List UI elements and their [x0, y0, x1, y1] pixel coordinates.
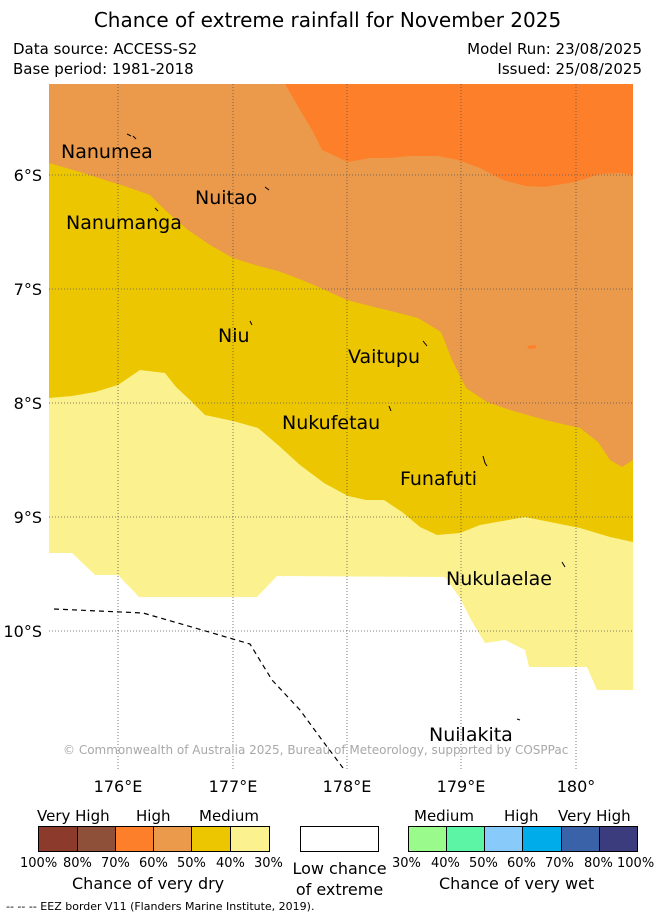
medium-high-dry-zone	[49, 84, 633, 467]
dry-pct-80: 80%	[63, 856, 92, 871]
dry-pct-70: 70%	[101, 856, 130, 871]
wet-pct-40: 40%	[431, 856, 460, 871]
wet-legend-caption: Chance of very wet	[439, 874, 595, 893]
lon-label-179e: 179°E	[437, 777, 486, 796]
eez-border	[53, 608, 344, 769]
dry-legend-medium: Medium	[199, 807, 259, 825]
rainfall-map: 6°S 7°S 8°S 9°S 10°S 176°E 177°E 178°E 1…	[3, 84, 633, 796]
wet-pct-30: 30%	[392, 856, 421, 871]
lat-label-7s: 7°S	[14, 280, 42, 299]
dry-pct-30: 30%	[254, 856, 283, 871]
dry-swatch-80-100	[38, 826, 78, 852]
wet-pct-70: 70%	[545, 856, 574, 871]
isolated-high-dry-spot	[527, 345, 537, 349]
lon-label-177e: 177°E	[209, 777, 258, 796]
wet-legend-medium: Medium	[414, 807, 474, 825]
dry-swatch-30-40	[230, 826, 270, 852]
place-label-nuitao: Nuitao	[195, 187, 257, 209]
wet-legend-high: High	[504, 807, 539, 825]
low-chance-swatch	[300, 826, 379, 852]
wet-swatch-70-80	[561, 826, 600, 852]
wet-pct-100: 100%	[617, 856, 655, 871]
wet-pct-80: 80%	[584, 856, 613, 871]
place-label-vaitupu: Vaitupu	[348, 346, 420, 368]
map-title: Chance of extreme rainfall for November …	[93, 8, 562, 32]
island-outlines	[126, 133, 566, 721]
place-label-funafuti: Funafuti	[400, 468, 477, 490]
dry-legend-high: High	[136, 807, 171, 825]
dry-pct-60: 60%	[139, 856, 168, 871]
high-dry-zone	[268, 84, 633, 187]
data-source: Data source: ACCESS-S2	[13, 40, 198, 58]
place-label-niu: Niu	[218, 325, 250, 347]
lat-label-10s: 10°S	[3, 622, 42, 641]
dry-legend-caption: Chance of very dry	[72, 874, 225, 893]
wet-swatch-80-100	[599, 826, 638, 852]
place-label-nanumanga: Nanumanga	[66, 212, 182, 234]
dry-pct-50: 50%	[177, 856, 206, 871]
wet-swatch-50-60	[484, 826, 523, 852]
graticule	[49, 84, 633, 770]
dry-swatch-70-80	[77, 826, 116, 852]
dry-swatch-50-60	[153, 826, 192, 852]
issued-date: Issued: 25/08/2025	[497, 60, 642, 78]
lat-label-6s: 6°S	[14, 166, 42, 185]
wet-swatch-40-50	[446, 826, 485, 852]
dry-legend-very-high: Very High	[37, 807, 110, 825]
place-label-nuilakita: Nuilakita	[429, 724, 513, 746]
dry-pct-100: 100%	[20, 856, 58, 871]
dry-swatch-40-50	[191, 826, 231, 852]
dry-pct-40: 40%	[216, 856, 245, 871]
copyright-notice: © Commonwealth of Australia 2025, Bureau…	[63, 743, 568, 757]
lon-label-178e: 178°E	[323, 777, 372, 796]
place-label-nukulaelae: Nukulaelae	[446, 568, 552, 590]
wet-pct-50: 50%	[469, 856, 498, 871]
low-chance-caption-1: Low chance	[292, 859, 387, 878]
place-label-nukufetau: Nukufetau	[282, 412, 380, 434]
wet-legend-very-high: Very High	[558, 807, 631, 825]
lat-label-9s: 9°S	[14, 508, 42, 527]
lon-label-176e: 176°E	[94, 777, 143, 796]
wet-pct-60: 60%	[507, 856, 536, 871]
low-chance-caption-2: of extreme	[295, 880, 384, 899]
eez-footnote: -- -- -- EEZ border V11 (Flanders Marine…	[6, 900, 315, 913]
base-period: Base period: 1981-2018	[13, 60, 194, 78]
lon-label-180: 180°	[557, 777, 596, 796]
dry-swatch-60-70	[115, 826, 154, 852]
wet-swatch-30-40	[408, 826, 447, 852]
place-label-nanumea: Nanumea	[61, 141, 153, 163]
wet-swatch-60-70	[522, 826, 562, 852]
model-run: Model Run: 23/08/2025	[467, 40, 642, 58]
lat-label-8s: 8°S	[14, 394, 42, 413]
